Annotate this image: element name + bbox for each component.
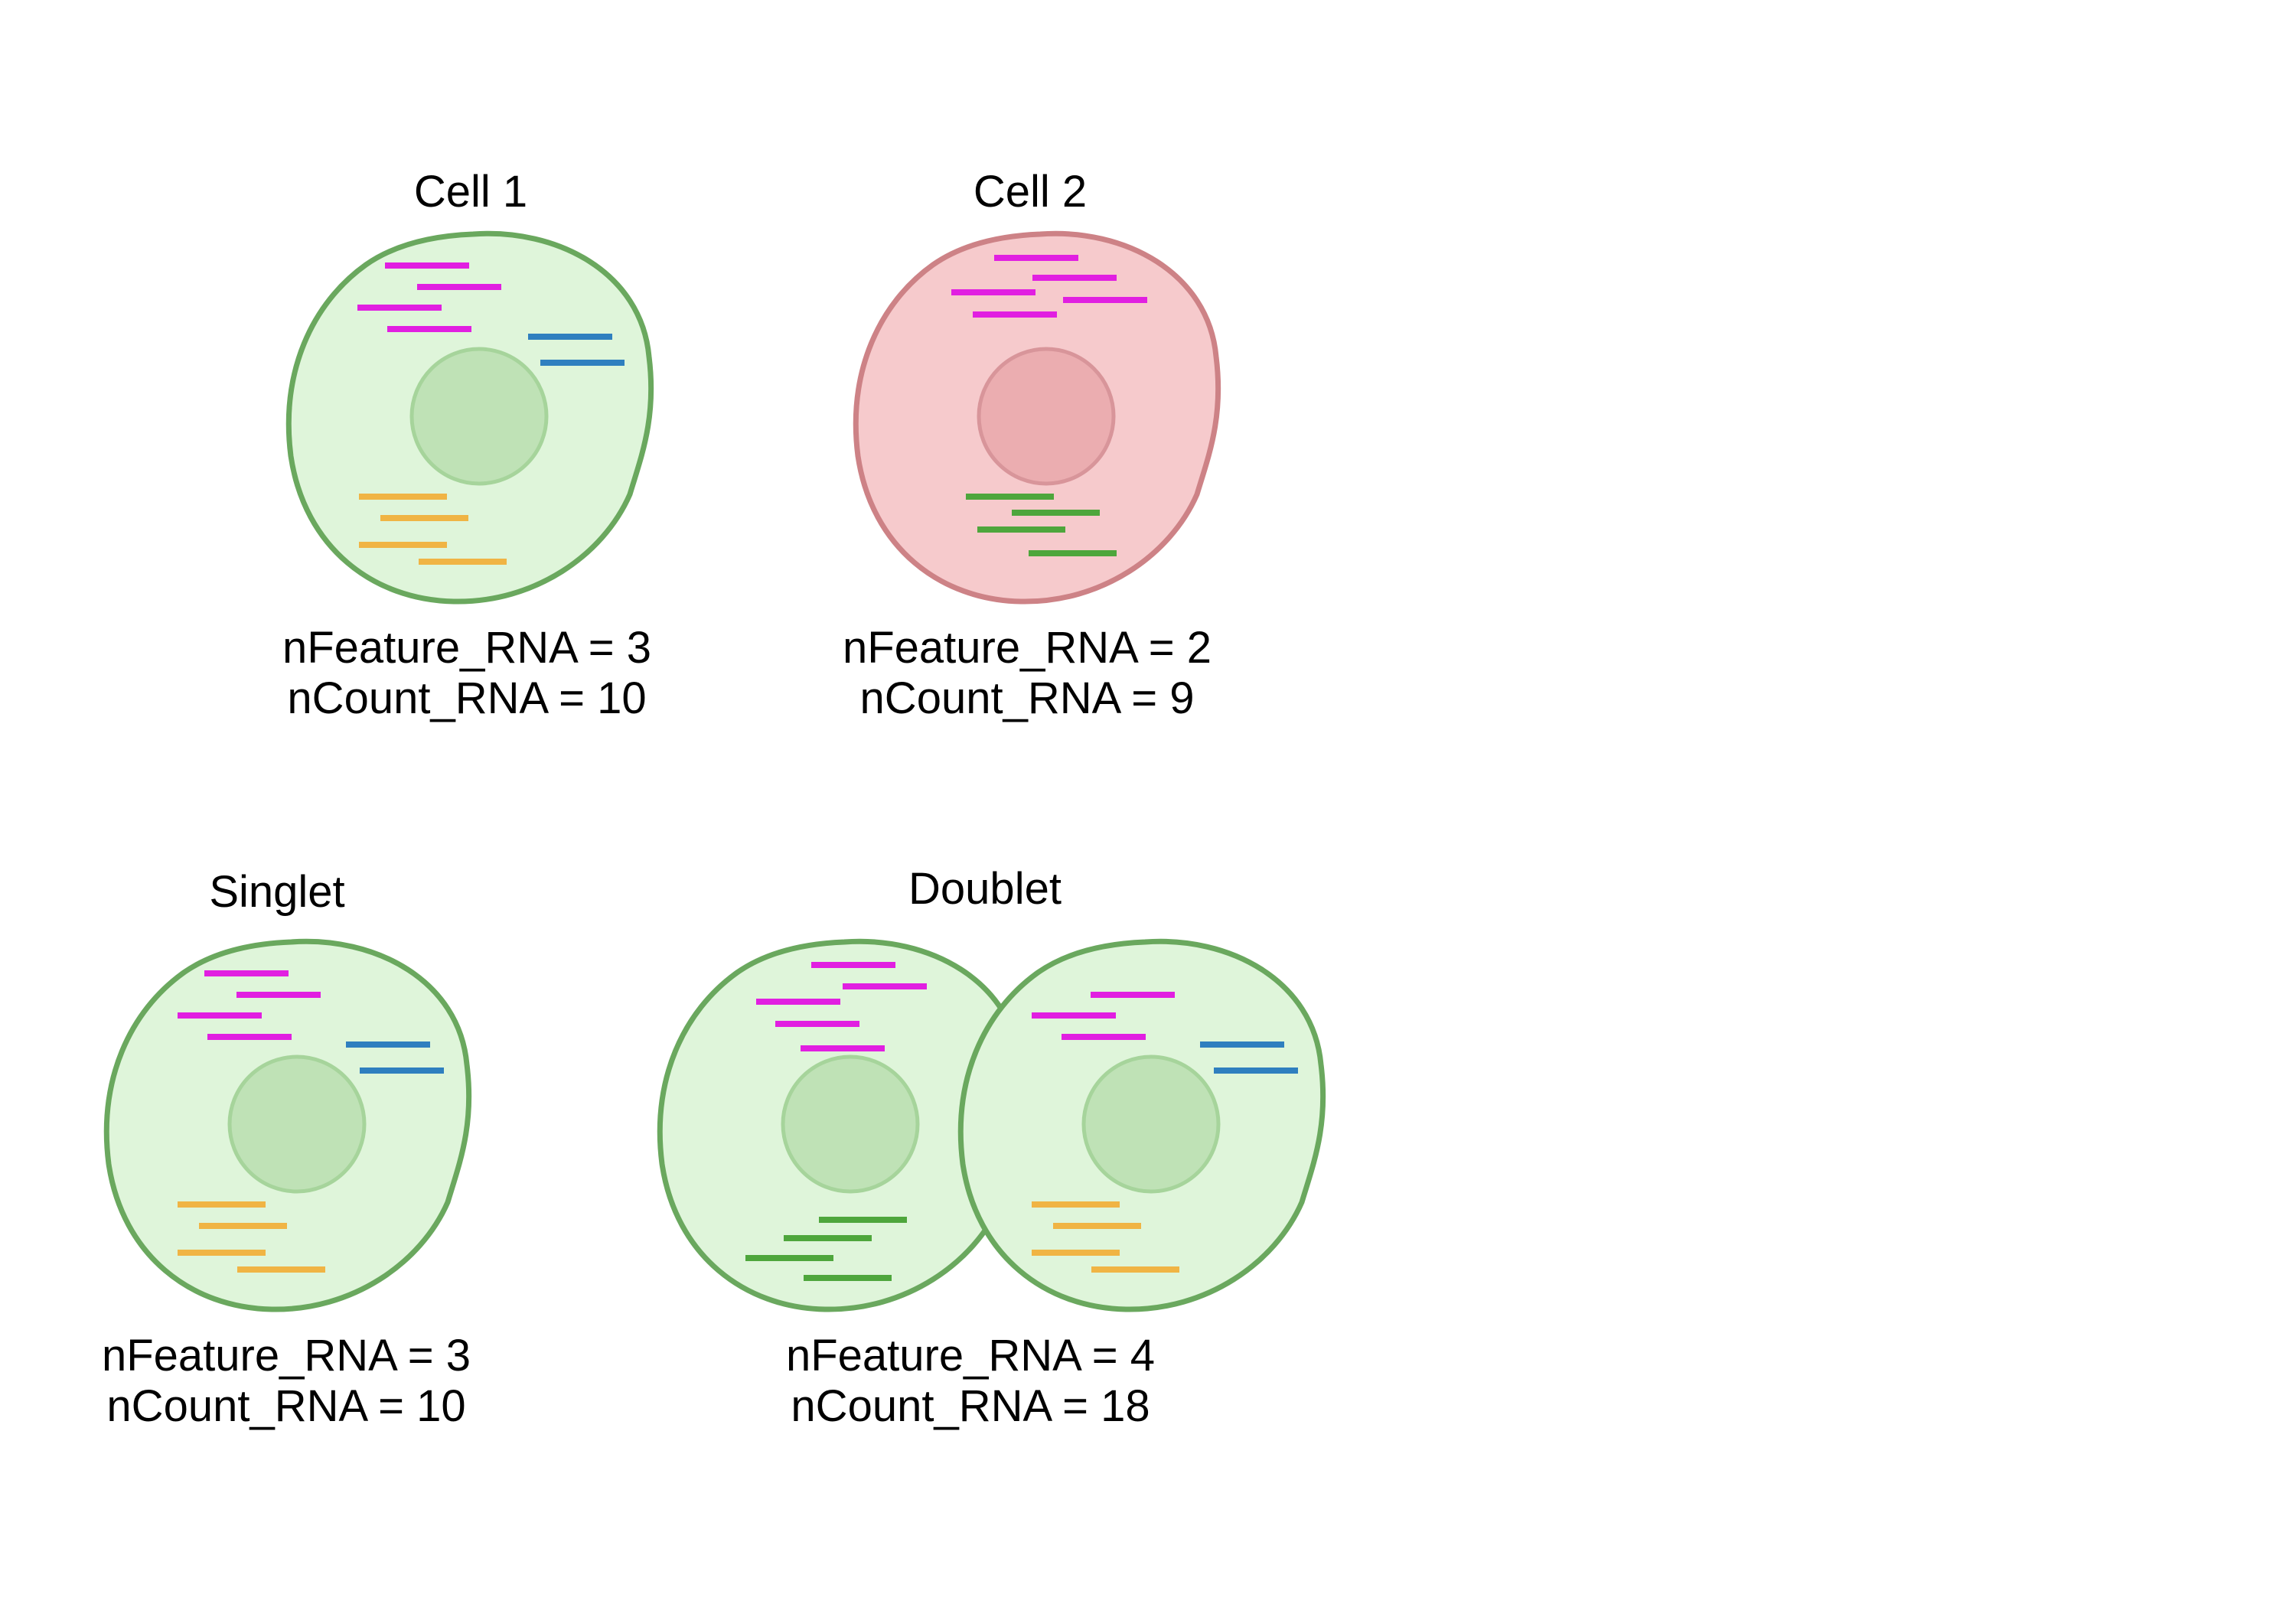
doublet-ncount: nCount_RNA = 18 [791,1381,1150,1431]
doublet-left-cell [660,941,1022,1309]
cell-2-transcripts [951,255,1147,556]
singlet-title: Singlet [209,867,344,917]
cell-1-nucleus [409,347,549,486]
cell-1-title: Cell 1 [414,167,527,217]
singlet-nfeature: nFeature_RNA = 3 [102,1331,471,1380]
cell-2-nfeature: nFeature_RNA = 2 [843,623,1212,673]
doublet-nfeature: nFeature_RNA = 4 [786,1331,1155,1380]
panel-cell-1: Cell 1 nFeature_RNA = 3 nCount_RNA = 10 [282,167,651,723]
doublet-right-cell [960,941,1322,1309]
cell-1-ncount: nCount_RNA = 10 [287,673,646,723]
cell-1-cell [289,233,651,601]
doublet-title: Doublet [908,864,1062,914]
panel-doublet: Doublet [660,864,1322,1431]
doublet-right-transcripts [1032,992,1298,1273]
doublet-left-nucleus [781,1054,920,1194]
panel-cell-2: Cell 2 nFeature_RNA = 2 nCount_RNA = 9 [843,167,1218,723]
singlet-nucleus [227,1054,367,1194]
doublet-left-transcripts [745,962,927,1281]
doublet-right-nucleus [1081,1054,1221,1194]
panel-singlet: Singlet nFeature_RNA = 3 nCount_RNA = 10 [102,867,471,1431]
cell-1-nfeature: nFeature_RNA = 3 [282,623,651,673]
singlet-ncount: nCount_RNA = 10 [106,1381,465,1431]
cell-2-cell [856,233,1218,601]
cell-1-transcripts [357,262,625,565]
cell-2-nucleus [977,347,1116,486]
cell-2-ncount: nCount_RNA = 9 [860,673,1195,723]
cell-2-title: Cell 2 [974,167,1087,217]
singlet-transcripts [178,970,444,1273]
singlet-cell [106,941,468,1309]
